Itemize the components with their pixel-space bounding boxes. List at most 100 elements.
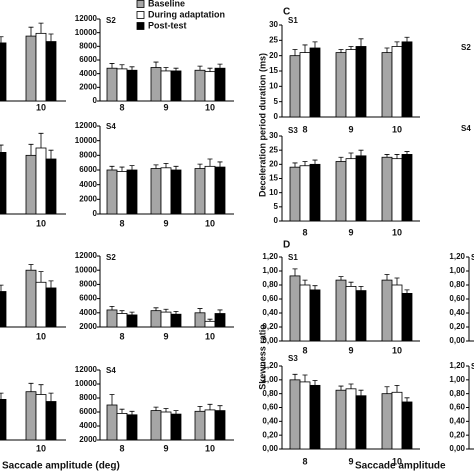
bar: [391, 46, 403, 118]
bar: [401, 292, 413, 342]
error-bar: [358, 286, 364, 291]
error-bar: [197, 163, 203, 169]
error-bar: [292, 268, 298, 276]
error-bar: [207, 318, 213, 322]
bar: [299, 165, 311, 222]
bar: [401, 154, 413, 222]
y-tick-label: 12000: [75, 251, 98, 260]
error-bar: [348, 281, 354, 287]
error-bar: [173, 165, 179, 170]
panel-title: S2: [106, 16, 116, 25]
x-tick-label: 9: [163, 443, 168, 453]
legend-swatch: [136, 11, 145, 19]
bar: [0, 42, 7, 102]
y-tick-label: 8000: [79, 280, 97, 289]
y-tick-label: 10000: [75, 28, 98, 37]
legend-label: During adaptation: [148, 9, 225, 19]
x-tick-label: 9: [348, 124, 353, 134]
y-tick-label: 1,20: [449, 361, 465, 370]
error-bar: [109, 63, 115, 69]
bar: [355, 155, 367, 222]
error-bar: [348, 46, 354, 50]
error-bar: [173, 310, 179, 315]
error-bar: [312, 159, 318, 165]
bar: [204, 71, 216, 102]
error-bar: [163, 408, 169, 412]
bar: [214, 67, 226, 102]
bar: [45, 401, 57, 441]
x-tick-label: 10: [205, 102, 215, 112]
y-tick-label: 15: [269, 66, 278, 75]
error-bar: [358, 389, 364, 396]
bar: [299, 381, 311, 450]
bar: [391, 158, 403, 222]
bar: [25, 154, 37, 215]
y-tick-label: 0,20: [262, 322, 278, 331]
y-tick-label: 2000: [79, 194, 97, 203]
error-bar: [394, 384, 400, 393]
error-bar: [384, 386, 390, 394]
y-tick-label: 12000: [75, 14, 98, 23]
error-bar: [28, 26, 34, 37]
bar: [391, 391, 403, 450]
bar: [126, 69, 138, 102]
bar: [335, 161, 347, 222]
y-tick-label: 0: [93, 209, 98, 218]
x-tick-label: 9: [348, 227, 353, 237]
bar: [204, 165, 216, 215]
error-bar: [48, 33, 54, 42]
error-bar: [163, 67, 169, 71]
x-tick-label: 9: [163, 331, 168, 341]
bar: [45, 158, 57, 215]
x-tick-label: 9: [163, 102, 168, 112]
bar: [45, 41, 57, 102]
panel-letter: D: [283, 240, 290, 251]
y-tick-label: 0,80: [449, 389, 465, 398]
error-bar: [129, 311, 135, 315]
error-bar: [109, 306, 115, 310]
error-bar: [153, 406, 159, 411]
error-bar: [292, 373, 298, 380]
y-tick-label: 0,00: [449, 336, 465, 345]
bar: [194, 168, 206, 215]
bar: [309, 384, 321, 450]
bar: [150, 67, 162, 102]
bar: [214, 313, 226, 328]
y-tick-label: 0,00: [262, 444, 278, 453]
panel-title: S4: [471, 362, 474, 371]
error-bar: [0, 144, 4, 153]
panel-title: S3: [288, 354, 298, 363]
y-tick-label: 4000: [79, 308, 97, 317]
bar: [345, 388, 357, 450]
bar: [289, 166, 301, 222]
y-tick-label: 10: [269, 81, 278, 90]
bar: [150, 410, 162, 441]
error-bar: [163, 163, 169, 168]
error-bar: [153, 61, 159, 68]
bar: [126, 314, 138, 328]
error-bar: [384, 154, 390, 158]
y-tick-label: 0,60: [262, 403, 278, 412]
error-bar: [163, 308, 169, 313]
bar: [126, 169, 138, 215]
x-tick-label: 8: [119, 331, 124, 341]
bar: [381, 279, 393, 342]
bar: [170, 313, 182, 328]
bar: [345, 49, 357, 118]
y-axis-label: Skewness ratio: [257, 324, 267, 390]
error-bar: [109, 165, 115, 170]
y-tick-label: 20: [269, 159, 278, 168]
y-tick-label: 6000: [79, 294, 97, 303]
bar: [160, 70, 172, 102]
bar: [194, 69, 206, 102]
x-tick-label: 10: [392, 227, 402, 237]
bar: [170, 413, 182, 441]
panel-title: S3: [288, 126, 298, 135]
y-tick-label: 10: [269, 188, 278, 197]
error-bar: [217, 63, 223, 69]
error-bar: [292, 162, 298, 168]
x-tick-label: 10: [205, 331, 215, 341]
y-tick-label: 1,00: [262, 266, 278, 275]
y-tick-label: 8000: [79, 393, 97, 402]
error-bar: [384, 47, 390, 53]
